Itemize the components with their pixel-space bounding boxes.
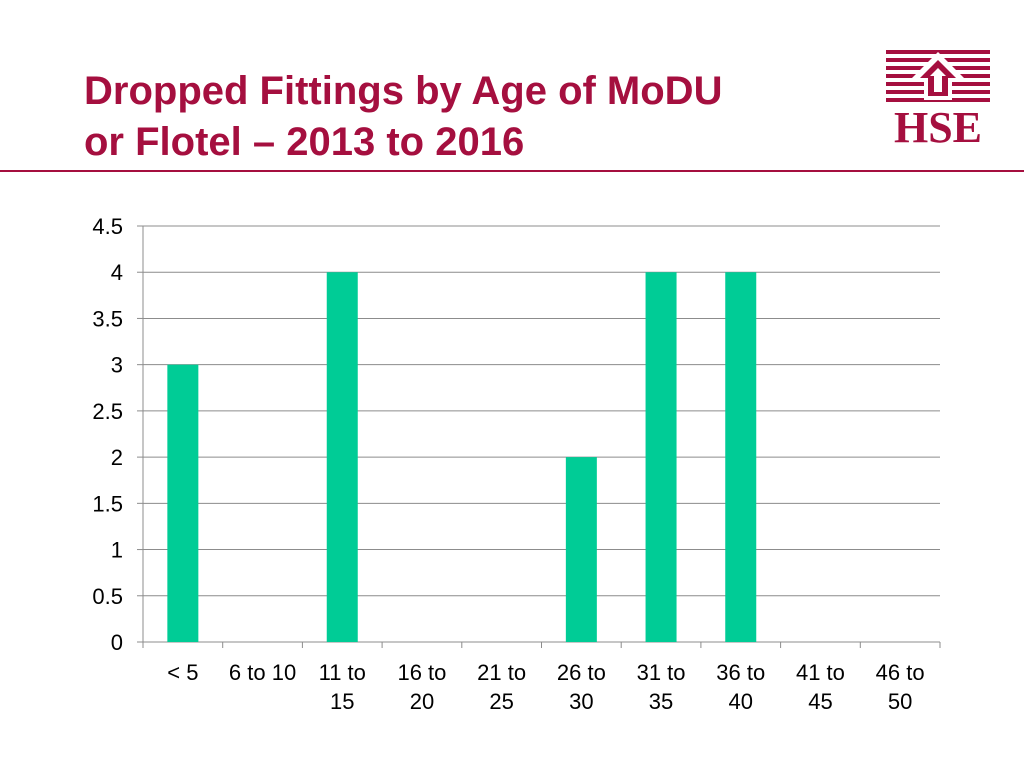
x-tick-label-line: 40 bbox=[729, 689, 753, 714]
y-tick-label: 3 bbox=[111, 353, 123, 378]
x-tick-label-line: 36 to bbox=[716, 660, 765, 685]
x-tick-label-line: 45 bbox=[808, 689, 832, 714]
x-tick-labels: < 5 6 to 10 11 to 15 16 to 20 21 to 25 26 to 30 31… bbox=[167, 660, 924, 714]
y-tick-label: 4.5 bbox=[92, 214, 123, 239]
title-divider bbox=[0, 170, 1024, 172]
x-tick-label: 46 to 50 bbox=[876, 660, 925, 714]
y-tick-labels: 0 0.5 1 1.5 2 2.5 3 3.5 4 4.5 bbox=[92, 214, 123, 655]
bar-0 bbox=[167, 364, 199, 642]
y-tick-label: 1.5 bbox=[92, 491, 123, 516]
x-tick-label-line: 35 bbox=[649, 689, 673, 714]
y-tick-label: 4 bbox=[111, 260, 123, 285]
x-tick-label: 21 to 25 bbox=[477, 660, 526, 714]
x-tick-label: 16 to 20 bbox=[397, 660, 446, 714]
y-tick-label: 3.5 bbox=[92, 306, 123, 331]
x-tick-label-line: 6 to 10 bbox=[229, 660, 296, 685]
x-tick-label-line: 11 to bbox=[319, 660, 366, 685]
x-tick-label-line: 30 bbox=[569, 689, 593, 714]
bar-7 bbox=[725, 272, 757, 642]
gridlines bbox=[143, 225, 940, 597]
x-tick-label-line: 16 to bbox=[397, 660, 446, 685]
slide-title-line-2: or Flotel – 2013 to 2016 bbox=[84, 120, 525, 164]
slide-title: Dropped Fittings by Age of MoDU or Flote… bbox=[84, 66, 864, 168]
y-tick-label: 0 bbox=[111, 630, 123, 655]
x-tick-label: 6 to 10 bbox=[229, 660, 296, 685]
x-tick-label-line: 50 bbox=[888, 689, 912, 714]
bar-6 bbox=[645, 272, 677, 642]
y-tick-label: 2.5 bbox=[92, 399, 123, 424]
hse-house-logo-icon bbox=[886, 50, 990, 102]
x-tick-label-line: 25 bbox=[489, 689, 513, 714]
x-tick-label-line: 15 bbox=[330, 689, 354, 714]
x-tick-label-line: 31 to bbox=[637, 660, 686, 685]
axes bbox=[137, 225, 941, 648]
x-tick-label: < 5 bbox=[167, 660, 198, 685]
x-tick-label-line: 46 to bbox=[876, 660, 925, 685]
x-tick-label-line: 20 bbox=[410, 689, 434, 714]
x-tick-label: 11 to 15 bbox=[319, 660, 366, 714]
x-tick-label: 26 to 30 bbox=[557, 660, 606, 714]
x-tick-label-line: 41 to bbox=[796, 660, 845, 685]
bar-2 bbox=[326, 272, 358, 642]
bars bbox=[167, 272, 757, 642]
hse-logo: HSE bbox=[886, 50, 990, 148]
hse-logo-text: HSE bbox=[894, 103, 982, 148]
x-tick-label-line: 21 to bbox=[477, 660, 526, 685]
bar-5 bbox=[565, 457, 597, 642]
x-tick-label-line: 26 to bbox=[557, 660, 606, 685]
x-tick-label: 31 to 35 bbox=[637, 660, 686, 714]
y-tick-label: 1 bbox=[111, 538, 123, 563]
x-tick-label: 36 to 40 bbox=[716, 660, 765, 714]
x-tick-label: 41 to 45 bbox=[796, 660, 845, 714]
slide-title-line-1: Dropped Fittings by Age of MoDU bbox=[84, 69, 723, 113]
y-tick-label: 0.5 bbox=[92, 584, 123, 609]
bar-chart: 0 0.5 1 1.5 2 2.5 3 3.5 4 4.5 < 5 6 to 10 11 to 15 16… bbox=[92, 214, 941, 714]
x-tick-label-line: < 5 bbox=[167, 660, 198, 685]
y-tick-label: 2 bbox=[111, 445, 123, 470]
